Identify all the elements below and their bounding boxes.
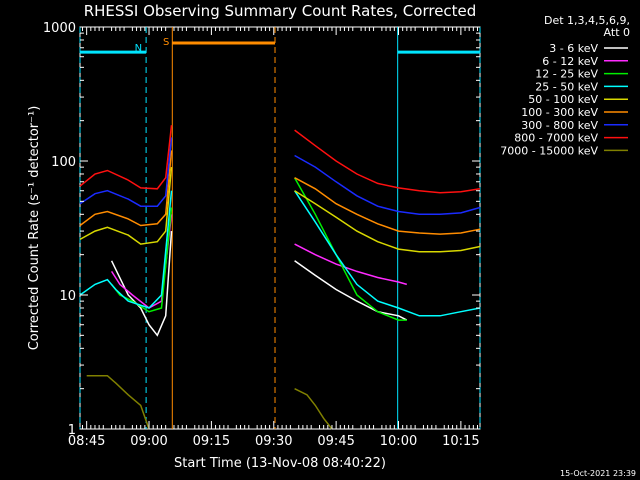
legend-entry-label: 800 - 7000 keV [514, 132, 598, 145]
series-line [294, 154, 481, 216]
series-line [293, 177, 407, 321]
y-tick-label: 100 [51, 155, 76, 170]
x-tick-label: 09:45 [317, 434, 354, 449]
legend-header: Att 0 [604, 26, 630, 39]
series-line [79, 167, 173, 245]
series-line [294, 177, 481, 235]
series-line [79, 190, 173, 309]
chart-title: RHESSI Observing Summary Count Rates, Co… [84, 2, 477, 20]
series-line [111, 207, 173, 313]
night-marker: N [135, 43, 142, 54]
x-axis-label: Start Time (13-Nov-08 08:40:22) [174, 456, 386, 471]
y-tick-label: 1 [68, 423, 76, 438]
legend-entry-label: 25 - 50 keV [535, 80, 598, 93]
x-tick-label: 09:15 [193, 434, 230, 449]
y-axis-label: Corrected Count Rate (s⁻¹ detector⁻¹) [27, 106, 42, 351]
series-lines [79, 125, 481, 430]
series-line [294, 190, 481, 253]
legend-header: Det 1,3,4,5,6,9, [544, 14, 630, 27]
x-tick-label: 09:30 [255, 434, 292, 449]
series-line [79, 150, 173, 227]
axes: 1 10 100 1000 08:45 09:00 09:15 09:30 09:45 10:00… [43, 21, 480, 449]
series-line [294, 243, 408, 286]
saa-marker: S [163, 37, 169, 48]
series-line [294, 260, 408, 321]
series-line [293, 190, 481, 317]
series-line [294, 129, 481, 194]
series-line [110, 231, 173, 337]
legend-entry-label: 3 - 6 keV [549, 42, 598, 55]
legend-entry-label: 7000 - 15000 keV [500, 144, 598, 157]
legend-entry-label: 6 - 12 keV [542, 55, 598, 68]
footer-timestamp: 15-Oct-2021 23:39 [560, 469, 636, 478]
x-tick-label: 10:00 [380, 434, 417, 449]
series-line [294, 388, 333, 430]
x-tick-label: 08:45 [68, 434, 105, 449]
series-line [79, 137, 173, 207]
y-tick-label: 1000 [43, 21, 76, 36]
series-line [86, 374, 150, 430]
legend-entry-label: 100 - 300 keV [521, 106, 598, 119]
legend-entry-label: 300 - 800 keV [521, 119, 598, 132]
interval-overlays: NS [79, 27, 481, 429]
y-tick-label: 10 [59, 289, 76, 304]
x-tick-label: 10:15 [442, 434, 479, 449]
legend-entry-label: 50 - 100 keV [528, 93, 598, 106]
series-line [79, 125, 173, 190]
legend-entry-label: 12 - 25 keV [535, 68, 598, 81]
x-tick-label: 09:00 [130, 434, 167, 449]
